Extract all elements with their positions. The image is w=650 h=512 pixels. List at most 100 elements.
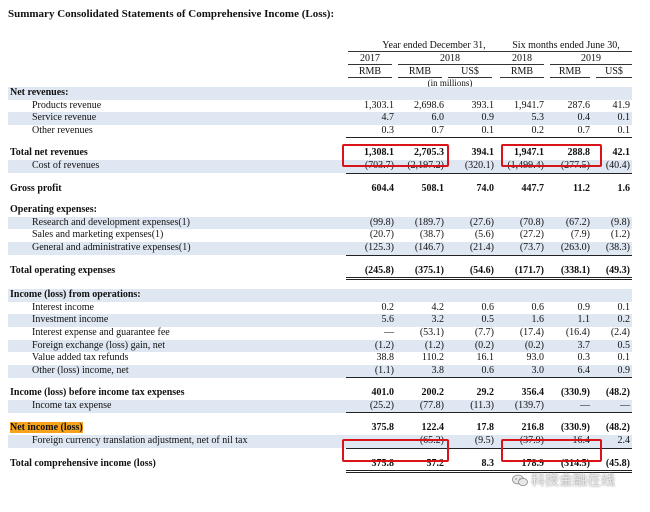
row-value xyxy=(592,204,632,217)
row-label-text: Interest expense and guarantee fee xyxy=(32,326,170,338)
row-value: (0.2) xyxy=(446,339,496,353)
row-label: Total operating expenses xyxy=(8,265,346,279)
header-currency-usd-2018: US$ xyxy=(448,66,492,78)
income-statement-table: Net revenues: Products revenue 1,303.1 2,69… xyxy=(8,87,632,474)
header-six-months-ended: Six months ended June 30, xyxy=(500,40,632,52)
row-spacer xyxy=(8,255,632,265)
row-value xyxy=(396,448,446,458)
row-value: (27.6) xyxy=(446,216,496,230)
row-spacer xyxy=(8,378,632,388)
row-net-income: Net income (loss) 375.8 122.4 17.8 216.8 (330… xyxy=(8,422,632,435)
row-value: 216.8 xyxy=(521,422,545,434)
row-value: (49.3) xyxy=(592,264,632,281)
row-value xyxy=(496,279,546,290)
row-value: (7.7) xyxy=(474,326,494,338)
row-value: (2,197.2) xyxy=(396,159,446,174)
header-year-ended: Year ended December 31, xyxy=(348,40,520,52)
row-value: (146.7) xyxy=(396,241,446,256)
row-value-added-tax-refunds: Value added tax refunds 38.8 110.2 16.1 93.0… xyxy=(8,352,632,365)
row-value xyxy=(546,138,592,148)
row-value: — xyxy=(592,399,632,414)
row-label: Income (loss) from operations: xyxy=(8,289,346,302)
row-value: 1,303.1 xyxy=(364,99,394,111)
row-value: 1.1 xyxy=(546,314,592,327)
row-value: 110.2 xyxy=(421,352,444,364)
row-value: (703.7) xyxy=(346,159,396,174)
row-investment-income: Investment income 5.6 3.2 0.5 1.6 1.1 0.2 xyxy=(8,314,632,327)
row-spacer xyxy=(8,173,632,183)
row-other-revenues: Other revenues 0.3 0.7 0.1 0.2 0.7 0.1 xyxy=(8,124,632,139)
row-value xyxy=(346,87,396,100)
row-value xyxy=(496,87,546,100)
row-value: (0.2) xyxy=(496,339,546,353)
row-value: (1.2) xyxy=(346,339,396,353)
row-label-text: Foreign currency translation adjustment,… xyxy=(32,435,248,447)
row-label: General and administrative expenses(1) xyxy=(8,241,346,256)
row-value xyxy=(346,413,396,423)
row-value xyxy=(546,413,592,423)
row-interest-expense-guarantee-fee: Interest expense and guarantee fee — (53.1… xyxy=(8,327,632,340)
row-value: 0.6 xyxy=(446,364,496,379)
row-value: (171.7) xyxy=(496,264,546,281)
row-label: Investment income xyxy=(8,314,346,327)
row-value: (54.6) xyxy=(446,264,496,281)
row-value: 122.4 xyxy=(421,422,445,434)
row-value: (375.1) xyxy=(396,264,446,281)
row-foreign-exchange-gain: Foreign exchange (loss) gain, net (1.2) (1… xyxy=(8,339,632,353)
header-currency-rmb-2019: RMB xyxy=(550,66,590,78)
row-label-text: Cost of revenues xyxy=(32,160,100,172)
row-value: 0.1 xyxy=(617,301,631,313)
row-value xyxy=(446,289,496,302)
row-value xyxy=(546,448,592,458)
row-value xyxy=(346,279,396,290)
statement-title: Summary Consolidated Statements of Compr… xyxy=(8,8,335,20)
row-value xyxy=(592,255,632,265)
row-value: 0.1 xyxy=(617,352,631,364)
row-label: Income tax expense xyxy=(8,399,346,413)
row-value: (330.9) xyxy=(560,387,590,399)
row-label: Foreign exchange (loss) gain, net xyxy=(8,339,346,353)
row-value: (73.7) xyxy=(496,241,546,256)
row-value: 2.4 xyxy=(592,435,632,449)
row-value xyxy=(592,173,632,183)
watermark: 科技金融在线 xyxy=(512,470,615,490)
row-value xyxy=(496,378,546,388)
row-value: (27.2) xyxy=(519,229,544,241)
row-value: (1,499.4) xyxy=(496,159,546,174)
row-value: 0.3 xyxy=(577,352,591,364)
row-value: 5.6 xyxy=(346,314,396,327)
row-products-revenue: Products revenue 1,303.1 2,698.6 393.1 1,941… xyxy=(8,100,632,113)
row-value: (9.8) xyxy=(592,216,632,230)
row-value xyxy=(496,289,546,302)
row-value xyxy=(346,204,396,217)
row-value: (125.3) xyxy=(346,241,396,256)
row-label-text: Operating expenses: xyxy=(10,204,97,216)
row-general-admin-expenses: General and administrative expenses(1) (1… xyxy=(8,241,632,256)
row-label xyxy=(8,279,346,290)
row-value: 16.1 xyxy=(476,352,495,364)
row-value: 3.0 xyxy=(496,364,546,379)
row-value xyxy=(592,289,632,302)
row-value: 375.8 xyxy=(346,457,396,474)
row-label: Gross profit xyxy=(8,183,346,196)
row-label-text: Net income (loss) xyxy=(10,422,83,434)
row-value xyxy=(346,255,396,265)
row-value: (67.2) xyxy=(546,216,592,230)
row-value: (320.1) xyxy=(446,159,496,174)
row-value xyxy=(446,255,496,265)
row-value: (40.4) xyxy=(592,159,632,174)
row-value xyxy=(446,413,496,423)
row-value: 394.1 xyxy=(471,147,495,159)
row-label: Interest income xyxy=(8,302,346,315)
row-value: 0.1 xyxy=(592,124,632,139)
row-value xyxy=(346,195,396,204)
row-label xyxy=(8,413,346,423)
row-value xyxy=(592,448,632,458)
row-value xyxy=(396,279,446,290)
row-value xyxy=(496,413,546,423)
row-label-text: Gross profit xyxy=(10,182,62,194)
row-spacer xyxy=(8,448,632,458)
header-currency-rmb-2018: RMB xyxy=(398,66,442,78)
row-value: (99.8) xyxy=(346,216,396,230)
row-value: 57.2 xyxy=(396,457,446,474)
